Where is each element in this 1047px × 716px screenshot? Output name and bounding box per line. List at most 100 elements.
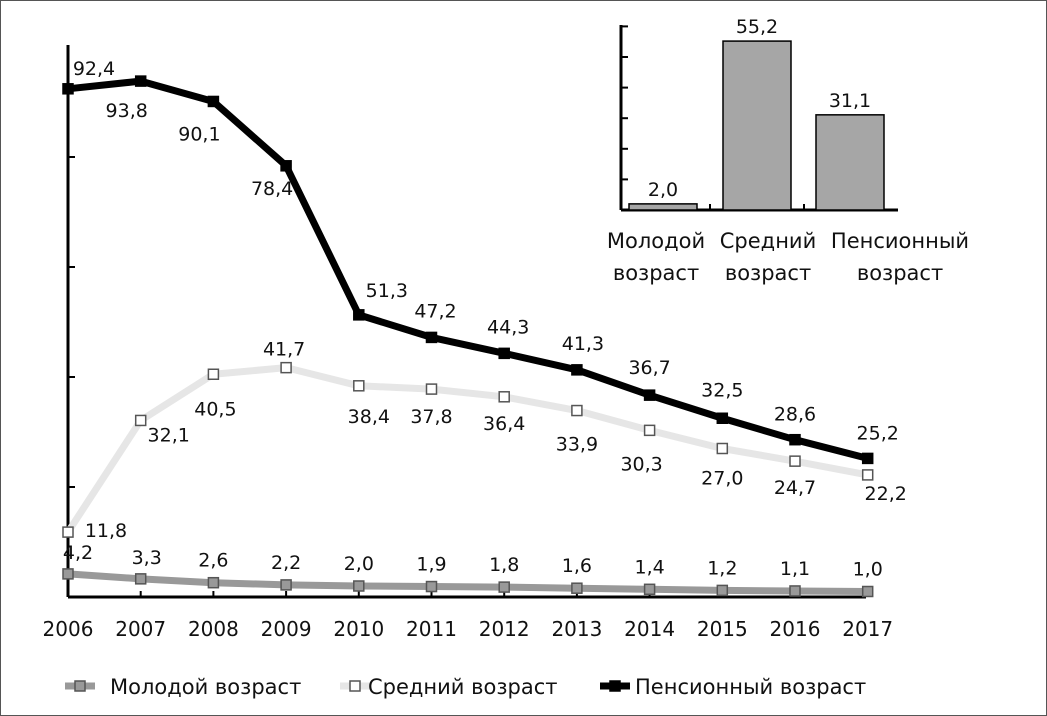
- data-label: 1,6: [562, 555, 592, 577]
- legend-swatch-marker: [609, 680, 621, 692]
- x-tick-label: 2017: [842, 617, 893, 641]
- data-point: [643, 424, 656, 437]
- data-label: 24,7: [774, 477, 816, 499]
- data-label: 37,8: [410, 406, 452, 428]
- series-line: [65, 364, 869, 535]
- data-point: [716, 412, 729, 424]
- legend-swatch-marker: [74, 680, 86, 692]
- data-point: [134, 75, 147, 87]
- data-point: [62, 568, 74, 580]
- main-line-chart: 2006 2007 2008 2009 2010 2011 2012 2013 2014 2015…: [43, 45, 907, 641]
- x-tick-label: 2007: [115, 617, 166, 641]
- x-tick-label: 2014: [624, 617, 675, 641]
- x-tick-label: 2013: [551, 617, 602, 641]
- data-label: 32,1: [148, 424, 190, 446]
- data-label: 2,6: [198, 550, 228, 572]
- data-label: 33,9: [556, 434, 598, 456]
- data-point: [207, 576, 220, 589]
- x-tick-label: 2012: [479, 617, 530, 641]
- data-point: [207, 95, 220, 108]
- data-label: 2,2: [271, 552, 301, 574]
- data-label: 1,1: [780, 558, 810, 580]
- legend-label: Средний возраст: [368, 675, 558, 699]
- x-tick-label: 2010: [333, 617, 384, 641]
- data-point: [643, 389, 656, 401]
- data-label: 90,1: [178, 123, 220, 145]
- inset-bar: [815, 114, 885, 211]
- series-line: [67, 77, 869, 462]
- data-label: 93,8: [106, 100, 148, 122]
- data-label: 3,3: [132, 547, 162, 569]
- data-point: [643, 583, 656, 596]
- data-point: [716, 584, 729, 597]
- x-tick-label: 2015: [697, 617, 748, 641]
- data-point: [498, 347, 510, 360]
- data-point: [280, 579, 292, 591]
- inset-bar-label: 2,0: [648, 179, 678, 201]
- inset-category-label: возраст: [857, 261, 943, 285]
- data-label: 22,2: [865, 483, 907, 505]
- data-label: 1,8: [489, 554, 519, 576]
- data-label: 27,0: [701, 468, 743, 490]
- data-label: 25,2: [857, 422, 899, 444]
- legend: Молодой возраст Средний возраст Пенсионный…: [65, 675, 866, 699]
- data-point: [425, 580, 438, 593]
- data-point: [571, 404, 583, 417]
- data-point: [789, 585, 801, 597]
- data-label: 28,6: [774, 404, 816, 426]
- inset-category-label: Молодой: [607, 229, 705, 253]
- data-point: [62, 83, 74, 95]
- data-point: [498, 581, 510, 593]
- data-point: [571, 364, 583, 376]
- data-label: 1,4: [634, 556, 664, 578]
- data-label: 40,5: [194, 398, 236, 420]
- inset-category-label: Средний: [720, 229, 816, 253]
- inset-bar-chart: 2,0 Молодой возраст 55,2 Средний возраст 31,1 П…: [607, 16, 969, 285]
- legend-label: Пенсионный возраст: [635, 675, 866, 699]
- inset-category-label: возраст: [613, 261, 699, 285]
- data-point: [353, 380, 365, 392]
- data-label: 4,2: [63, 542, 93, 564]
- data-label: 30,3: [620, 453, 662, 475]
- data-point: [425, 383, 438, 395]
- data-point: [716, 442, 729, 455]
- inset-bar-label: 31,1: [829, 90, 871, 112]
- data-label: 41,3: [562, 333, 604, 355]
- legend-swatch-marker: [349, 680, 361, 692]
- data-label: 47,2: [414, 300, 456, 322]
- data-label: 1,2: [707, 557, 737, 579]
- x-tick-label: 2016: [770, 617, 821, 641]
- inset-bar: [628, 203, 698, 211]
- data-label: 36,7: [628, 357, 670, 379]
- data-point: [425, 331, 438, 344]
- inset-category-label: возраст: [725, 261, 811, 285]
- data-point: [789, 455, 801, 467]
- x-tick-label: 2006: [43, 617, 94, 641]
- inset-category-label: Пенсионный: [831, 229, 969, 253]
- data-label: 1,9: [416, 554, 446, 576]
- data-point: [207, 368, 220, 380]
- x-tick-label: 2008: [188, 617, 239, 641]
- data-point: [353, 309, 365, 321]
- legend-label: Молодой возраст: [110, 675, 301, 699]
- data-point: [134, 414, 147, 427]
- data-label: 38,4: [348, 406, 390, 428]
- data-label: 41,7: [263, 339, 305, 361]
- data-point: [861, 585, 874, 598]
- data-point: [861, 452, 874, 465]
- data-point: [571, 582, 583, 594]
- inset-bar-label: 55,2: [736, 16, 778, 38]
- data-point: [498, 391, 510, 403]
- data-point: [280, 361, 292, 374]
- inset-bar: [722, 40, 792, 211]
- data-point: [789, 433, 801, 446]
- data-label: 1,0: [853, 559, 883, 581]
- data-label: 44,3: [487, 316, 529, 338]
- series-line: [67, 570, 868, 595]
- data-point: [62, 526, 74, 538]
- x-tick-label: 2009: [261, 617, 312, 641]
- data-label: 11,8: [85, 520, 127, 542]
- data-label: 36,4: [483, 413, 525, 435]
- data-label: 92,4: [73, 58, 115, 80]
